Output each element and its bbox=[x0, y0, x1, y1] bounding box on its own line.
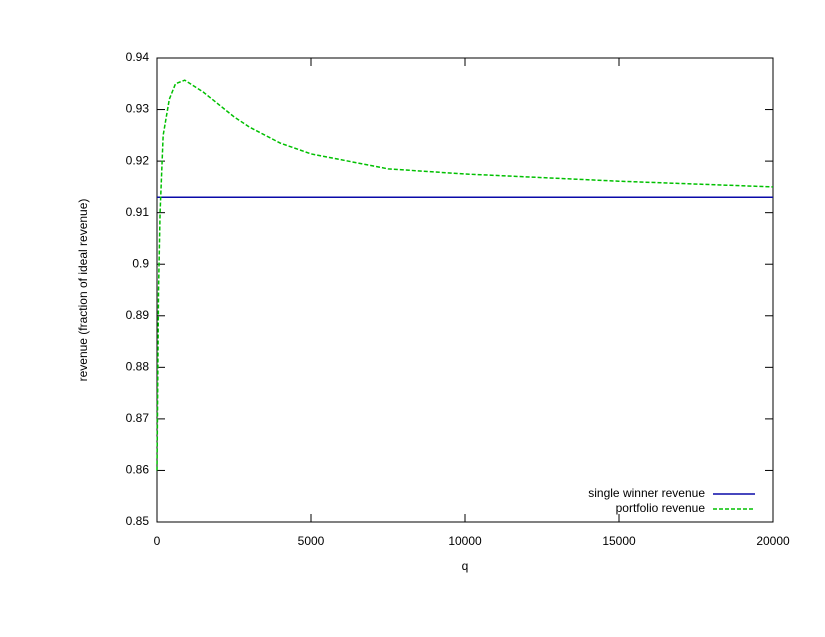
legend-label: single winner revenue bbox=[588, 486, 705, 500]
y-tick-label: 0.94 bbox=[126, 50, 150, 64]
x-axis-label: q bbox=[462, 559, 469, 573]
y-tick-label: 0.9 bbox=[132, 256, 149, 270]
x-tick-label: 20000 bbox=[756, 534, 790, 548]
x-tick-label: 10000 bbox=[448, 534, 482, 548]
x-tick-label: 15000 bbox=[602, 534, 636, 548]
series-line bbox=[156, 79, 774, 471]
y-tick-label: 0.88 bbox=[126, 360, 150, 374]
y-tick-label: 0.93 bbox=[126, 102, 150, 116]
y-tick-label: 0.89 bbox=[126, 308, 150, 322]
y-tick-label: 0.87 bbox=[126, 411, 150, 425]
x-tick-label: 0 bbox=[154, 534, 161, 548]
y-tick-label: 0.86 bbox=[126, 463, 150, 477]
y-tick-label: 0.85 bbox=[126, 514, 150, 528]
y-tick-label: 0.92 bbox=[126, 153, 150, 167]
legend-label: portfolio revenue bbox=[616, 501, 706, 515]
y-axis-label: revenue (fraction of ideal revenue) bbox=[76, 199, 90, 382]
x-tick-label: 5000 bbox=[298, 534, 325, 548]
plot-frame bbox=[156, 57, 774, 523]
y-tick-label: 0.91 bbox=[126, 205, 150, 219]
